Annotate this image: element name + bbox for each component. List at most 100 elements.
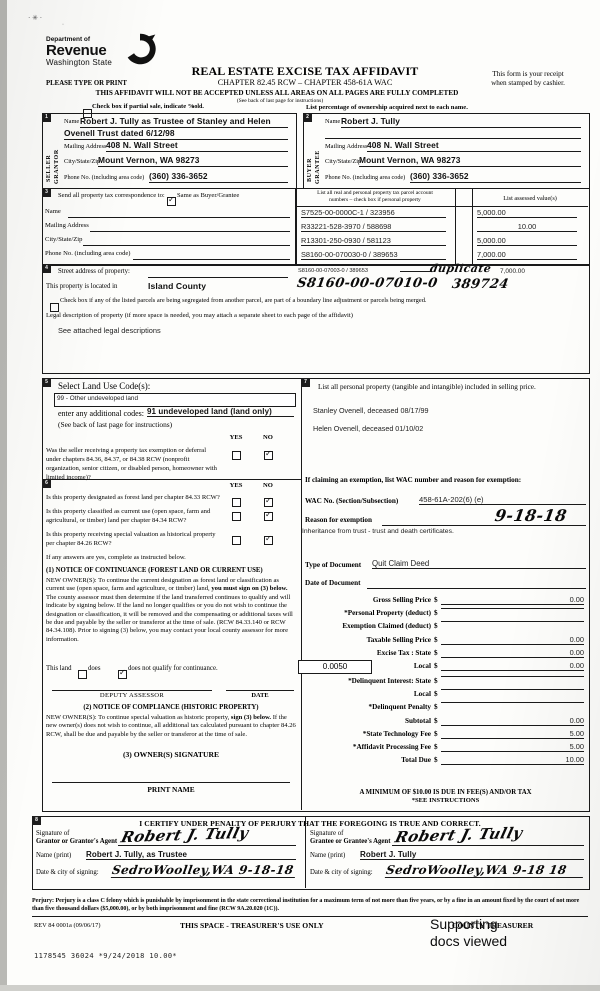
perjury-note: Perjury: Perjury is a class C felony whi… (32, 897, 588, 913)
notice-compliance-body: NEW OWNER(S): To continue special valuat… (46, 714, 296, 739)
fee-value[interactable] (441, 689, 584, 691)
personal-property-item[interactable]: Helen Ovenell, deceased 01/10/02 (313, 424, 423, 433)
does-qualify-checkbox[interactable] (78, 665, 87, 683)
fee-value[interactable] (441, 621, 584, 623)
supporting-docs-overlay-line1: Supporting (430, 916, 498, 932)
owner-signature-line[interactable] (52, 782, 290, 783)
buyer-phone-value[interactable]: (360) 336-3652 (410, 171, 581, 183)
buyer-name-line2[interactable] (325, 128, 581, 139)
parcel-number[interactable]: R13301-250-0930 / 581123 (301, 236, 446, 246)
forest-q3-yes-checkbox[interactable] (232, 531, 241, 549)
fee-dollar-sign: $ (434, 609, 438, 617)
buyer-name-label: Name (325, 118, 340, 125)
seller-csz-value[interactable]: Mount Vernon, WA 98273 (98, 155, 288, 167)
fee-value[interactable]: 5.00 (441, 742, 584, 752)
buyer-address-value[interactable]: 408 N. Wall Street (367, 140, 581, 152)
deputy-assessor-label: DEPUTY ASSESSOR (52, 692, 212, 699)
legal-description-value[interactable]: See attached legal descriptions (58, 326, 161, 335)
see-instructions-note: *SEE INSTRUCTIONS (303, 797, 588, 804)
fee-value[interactable]: 0.00 (441, 661, 584, 671)
buyer-csz-value[interactable]: Mount Vernon, WA 98273 (359, 155, 581, 167)
fee-label: Taxable Selling Price (303, 636, 431, 644)
land-use-instructions: (See back of last page for instructions) (58, 420, 172, 429)
table-row[interactable]: R33221-528-3970 / 588698 10.00 (295, 220, 588, 234)
reason-exemption-value[interactable]: Inheritance from trust - trust and death… (302, 528, 454, 535)
seller-name-value[interactable]: Robert J. Tully as Trustee of Stanley an… (80, 116, 288, 128)
fee-dollar-sign: $ (434, 677, 438, 685)
document-date-input[interactable] (367, 579, 586, 589)
land-use-code-box[interactable] (54, 393, 296, 407)
corr-csz-input[interactable] (83, 236, 290, 246)
assessed-value[interactable]: 10.00 (477, 222, 577, 232)
assessed-value[interactable]: 5,000.00 (477, 208, 577, 218)
forest-q3-no-checkbox[interactable] (264, 531, 273, 549)
segregated-checkbox[interactable] (50, 298, 59, 316)
grantor-name-label: Name (print) (36, 852, 71, 859)
document-type-value[interactable]: Quit Claim Deed (372, 559, 586, 569)
corr-phone-input[interactable] (133, 250, 290, 260)
grantee-name-value[interactable]: Robert J. Tully (360, 850, 584, 860)
additional-codes-value[interactable]: 91 undeveloped land (land only) (147, 407, 294, 417)
does-qualify-label: does (88, 665, 100, 672)
agency-name: Revenue (46, 43, 126, 58)
grantee-signature-line[interactable] (392, 831, 584, 846)
reason-exemption-line[interactable] (382, 516, 586, 526)
seller-name-value-line2[interactable]: Ovenell Trust dated 6/12/98 (64, 128, 288, 140)
forest-q1-yes-checkbox[interactable] (232, 493, 241, 511)
segregated-label: Check box if any of the listed parcels a… (60, 297, 560, 304)
parcel-number[interactable]: R33221-528-3970 / 588698 (301, 222, 446, 232)
fee-value[interactable] (441, 608, 584, 610)
fee-value[interactable] (441, 675, 584, 677)
fee-value[interactable]: 0.00 (441, 648, 584, 658)
seller-phone-label: Phone No. (including area code) (64, 174, 144, 181)
seller-address-value[interactable]: 408 N. Wall Street (106, 140, 288, 152)
assessed-value[interactable]: 5,000.00 (477, 236, 577, 246)
forest-q1-no-checkbox[interactable] (264, 493, 273, 511)
fee-label: Exemption Claimed (deduct) (303, 622, 431, 630)
local-tax-rate-box[interactable]: 0.0050 (298, 659, 372, 674)
street-address-input[interactable] (148, 268, 288, 278)
yes-header-1: YES (224, 434, 248, 441)
table-row[interactable]: S7525-00-0000C-1 / 323956 5,000.00 (295, 206, 588, 220)
fee-label: Gross Selling Price (303, 596, 431, 604)
same-as-buyer-label: Same as Buyer/Grantee (177, 192, 239, 199)
table-row[interactable]: S8160-00-070030-0 / 389653 7,000.00 (295, 248, 588, 262)
personal-property-item[interactable]: Stanley Ovenell, deceased 08/17/99 (313, 406, 428, 415)
this-land-label: This land (46, 665, 72, 672)
fee-value[interactable]: 5.00 (441, 729, 584, 739)
please-type-label: PLEASE TYPE OR PRINT (46, 80, 127, 87)
grantor-name-value[interactable]: Robert J. Tully, as Trustee (86, 850, 296, 860)
grantor-signature-line[interactable] (118, 831, 296, 846)
grantor-sig-label-1: Signature of (36, 830, 69, 837)
fee-value[interactable]: 10.00 (441, 755, 584, 766)
county-treasurer-label: COUNTY TREASURER (452, 921, 533, 930)
fee-dollar-sign: $ (434, 662, 438, 670)
seller-phone-value[interactable]: (360) 336-3652 (149, 171, 288, 183)
deputy-assessor-line[interactable] (52, 690, 212, 691)
table-row[interactable]: R13301-250-0930 / 581123 5,000.00 (295, 234, 588, 248)
parcel-header-divider (295, 206, 588, 207)
corr-name-input[interactable] (68, 208, 290, 218)
fee-value[interactable]: 0.00 (441, 595, 584, 605)
notice-continuance-heading: (1) NOTICE OF CONTINUANCE (FOREST LAND O… (46, 567, 263, 574)
located-in-value[interactable]: Island County (148, 281, 206, 291)
fee-value[interactable]: 0.00 (441, 716, 584, 726)
deputy-date-line[interactable] (226, 690, 294, 691)
forest-q2-no-checkbox[interactable] (264, 507, 273, 525)
does-not-qualify-checkbox[interactable] (118, 665, 127, 683)
seller-exemption-yes-checkbox[interactable] (232, 446, 241, 464)
section-tab-6: 6 (42, 479, 51, 488)
seller-exemption-no-checkbox[interactable] (264, 446, 273, 464)
parcel-number[interactable]: S8160-00-070030-0 / 389653 (301, 250, 446, 260)
parcel-number[interactable]: S7525-00-0000C-1 / 323956 (301, 208, 446, 218)
fee-value[interactable] (441, 702, 584, 704)
fee-value[interactable]: 0.00 (441, 635, 584, 645)
buyer-name-value[interactable]: Robert J. Tully (341, 116, 581, 128)
forest-q2-yes-checkbox[interactable] (232, 507, 241, 525)
corr-address-input[interactable] (90, 222, 290, 232)
same-as-buyer-checkbox[interactable] (167, 192, 176, 210)
assessed-value[interactable]: 7,000.00 (477, 250, 577, 260)
fee-dollar-sign: $ (434, 703, 438, 711)
wac-number-value[interactable]: 458-61A-202(6) (e) (419, 495, 586, 505)
